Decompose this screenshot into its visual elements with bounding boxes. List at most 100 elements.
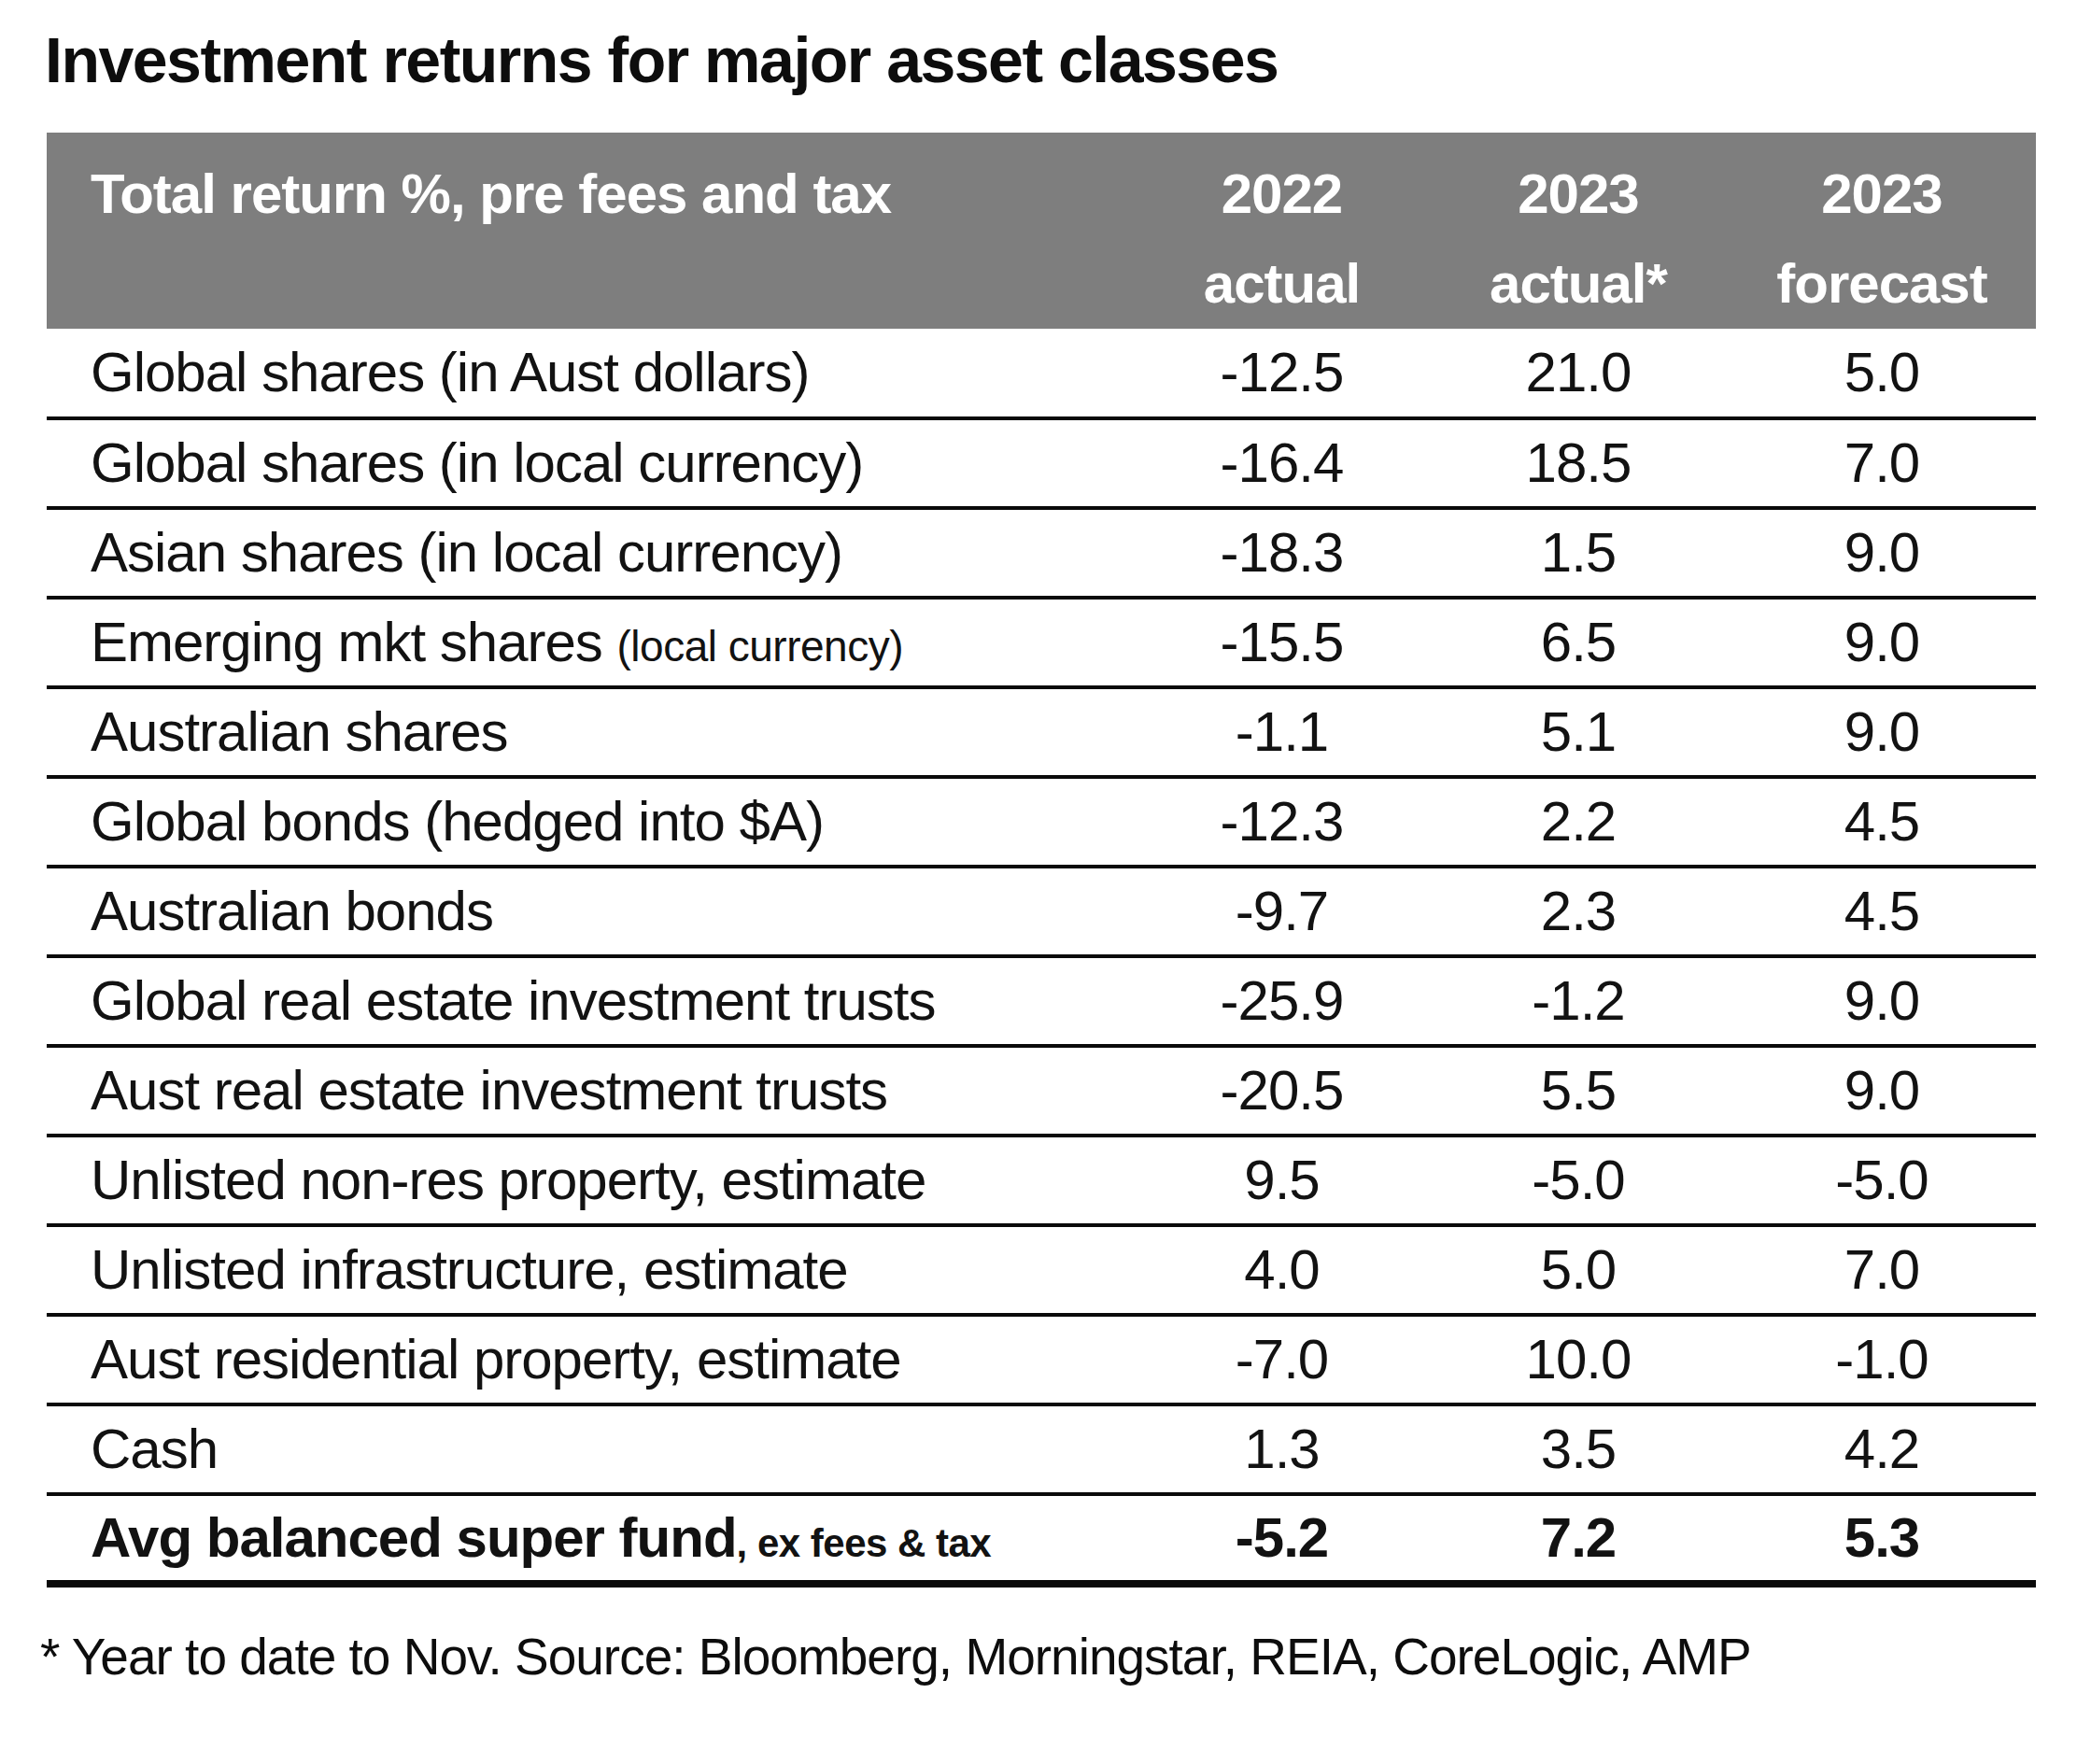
header-year-2023: 2023 — [1429, 149, 1728, 239]
cell-value: 10.0 — [1429, 1315, 1728, 1404]
cell-value: -12.5 — [1135, 329, 1429, 418]
row-label: Asian shares (in local currency) — [47, 508, 1135, 598]
row-label-text: Avg balanced super fund — [91, 1506, 737, 1569]
cell-value: -25.9 — [1135, 956, 1429, 1046]
header-col-2022-actual: 2022 actual — [1135, 133, 1429, 329]
cell-value: 4.0 — [1135, 1225, 1429, 1315]
table-row: Global shares (in Aust dollars) -12.521.0… — [47, 329, 2036, 418]
row-label-text: Aust real estate investment trusts — [91, 1059, 887, 1122]
cell-value: 7.0 — [1728, 1225, 2036, 1315]
row-label: Aust residential property, estimate — [47, 1315, 1135, 1404]
cell-value: 3.5 — [1429, 1404, 1728, 1494]
header-year-2022: 2022 — [1135, 149, 1429, 239]
header-qualifier-actual-asterisk: actual* — [1429, 239, 1728, 329]
row-label-text: Unlisted non-res property, estimate — [91, 1149, 925, 1211]
table-row: Unlisted infrastructure, estimate 4.05.07… — [47, 1225, 2036, 1315]
row-label-text: Australian shares — [91, 700, 508, 763]
table-row: Australian bonds -9.72.34.5 — [47, 867, 2036, 956]
cell-value: -20.5 — [1135, 1046, 1429, 1136]
row-label-text: Global bonds (hedged into $A) — [91, 790, 824, 853]
header-qualifier-forecast: forecast — [1728, 239, 2036, 329]
table-row: Global real estate investment trusts-25.… — [47, 956, 2036, 1046]
row-label: Australian shares — [47, 687, 1135, 777]
cell-value: 4.2 — [1728, 1404, 2036, 1494]
table-row: Avg balanced super fund, ex fees & tax-5… — [47, 1494, 2036, 1584]
cell-value: 4.5 — [1728, 867, 2036, 956]
table-row: Unlisted non-res property, estimate9.5-5… — [47, 1136, 2036, 1225]
cell-value: 9.0 — [1728, 508, 2036, 598]
cell-value: -5.0 — [1429, 1136, 1728, 1225]
row-label-text: Aust residential property, estimate — [91, 1328, 901, 1390]
row-label: Global bonds (hedged into $A) — [47, 777, 1135, 867]
table-row: Emerging mkt shares (local currency)-15.… — [47, 598, 2036, 687]
cell-value: 5.1 — [1429, 687, 1728, 777]
header-label: Total return %, pre fees and tax — [47, 133, 1135, 329]
row-label: Aust real estate investment trusts — [47, 1046, 1135, 1136]
cell-value: -1.0 — [1728, 1315, 2036, 1404]
cell-value: 9.0 — [1728, 598, 2036, 687]
cell-value: 9.0 — [1728, 687, 2036, 777]
cell-value: 5.5 — [1429, 1046, 1728, 1136]
cell-value: -5.2 — [1135, 1494, 1429, 1584]
row-label-text: Emerging mkt shares — [91, 611, 617, 673]
cell-value: 1.5 — [1429, 508, 1728, 598]
cell-value: 5.0 — [1728, 329, 2036, 418]
cell-value: 1.3 — [1135, 1404, 1429, 1494]
header-qualifier-actual: actual — [1135, 239, 1429, 329]
cell-value: 4.5 — [1728, 777, 2036, 867]
cell-value: -15.5 — [1135, 598, 1429, 687]
cell-value: 5.0 — [1429, 1225, 1728, 1315]
table-row: Australian shares -1.15.19.0 — [47, 687, 2036, 777]
cell-value: 2.3 — [1429, 867, 1728, 956]
row-label: Unlisted non-res property, estimate — [47, 1136, 1135, 1225]
row-label: Avg balanced super fund, ex fees & tax — [47, 1494, 1135, 1584]
cell-value: 7.0 — [1728, 418, 2036, 508]
row-label-text: Cash — [91, 1418, 218, 1480]
row-label: Global shares (in Aust dollars) — [47, 329, 1135, 418]
cell-value: -16.4 — [1135, 418, 1429, 508]
cell-value: 9.5 — [1135, 1136, 1429, 1225]
page-title: Investment returns for major asset class… — [45, 22, 2091, 99]
cell-value: 9.0 — [1728, 1046, 2036, 1136]
cell-value: -7.0 — [1135, 1315, 1429, 1404]
row-label-text: Unlisted infrastructure, estimate — [91, 1238, 848, 1301]
table-row: Asian shares (in local currency) -18.31.5… — [47, 508, 2036, 598]
cell-value: -1.2 — [1429, 956, 1728, 1046]
header-row: Total return %, pre fees and tax 2022 ac… — [47, 133, 2036, 329]
table-row: Aust residential property, estimate -7.01… — [47, 1315, 2036, 1404]
cell-value: 7.2 — [1429, 1494, 1728, 1584]
header-year-2023-forecast: 2023 — [1728, 149, 2036, 239]
row-label: Australian bonds — [47, 867, 1135, 956]
returns-table: Total return %, pre fees and tax 2022 ac… — [47, 133, 2036, 1588]
row-label: Emerging mkt shares (local currency) — [47, 598, 1135, 687]
table-row: Cash 1.33.54.2 — [47, 1404, 2036, 1494]
cell-value: 2.2 — [1429, 777, 1728, 867]
cell-value: 21.0 — [1429, 329, 1728, 418]
table-row: Global shares (in local currency) -16.418… — [47, 418, 2036, 508]
row-label: Cash — [47, 1404, 1135, 1494]
cell-value: -12.3 — [1135, 777, 1429, 867]
cell-value: -5.0 — [1728, 1136, 2036, 1225]
row-label: Global real estate investment trusts — [47, 956, 1135, 1046]
page: Investment returns for major asset class… — [0, 0, 2091, 1764]
table-header: Total return %, pre fees and tax 2022 ac… — [47, 133, 2036, 329]
table-row: Global bonds (hedged into $A) -12.32.24.5 — [47, 777, 2036, 867]
cell-value: 6.5 — [1429, 598, 1728, 687]
row-label-text: Global shares (in Aust dollars) — [91, 341, 809, 403]
row-label: Global shares (in local currency) — [47, 418, 1135, 508]
table-body: Global shares (in Aust dollars) -12.521.0… — [47, 329, 2036, 1584]
row-label-text: Global shares (in local currency) — [91, 431, 863, 494]
cell-value: -1.1 — [1135, 687, 1429, 777]
cell-value: 9.0 — [1728, 956, 2036, 1046]
row-label: Unlisted infrastructure, estimate — [47, 1225, 1135, 1315]
row-label-small-text: (local currency) — [617, 622, 903, 670]
cell-value: 5.3 — [1728, 1494, 2036, 1584]
cell-value: 18.5 — [1429, 418, 1728, 508]
row-label-small-text: , ex fees & tax — [737, 1521, 992, 1565]
cell-value: -18.3 — [1135, 508, 1429, 598]
cell-value: -9.7 — [1135, 867, 1429, 956]
footnote: * Year to date to Nov. Source: Bloomberg… — [40, 1627, 2091, 1686]
row-label-text: Australian bonds — [91, 880, 493, 942]
row-label-text: Asian shares (in local currency) — [91, 521, 842, 584]
header-col-2023-forecast: 2023 forecast — [1728, 133, 2036, 329]
